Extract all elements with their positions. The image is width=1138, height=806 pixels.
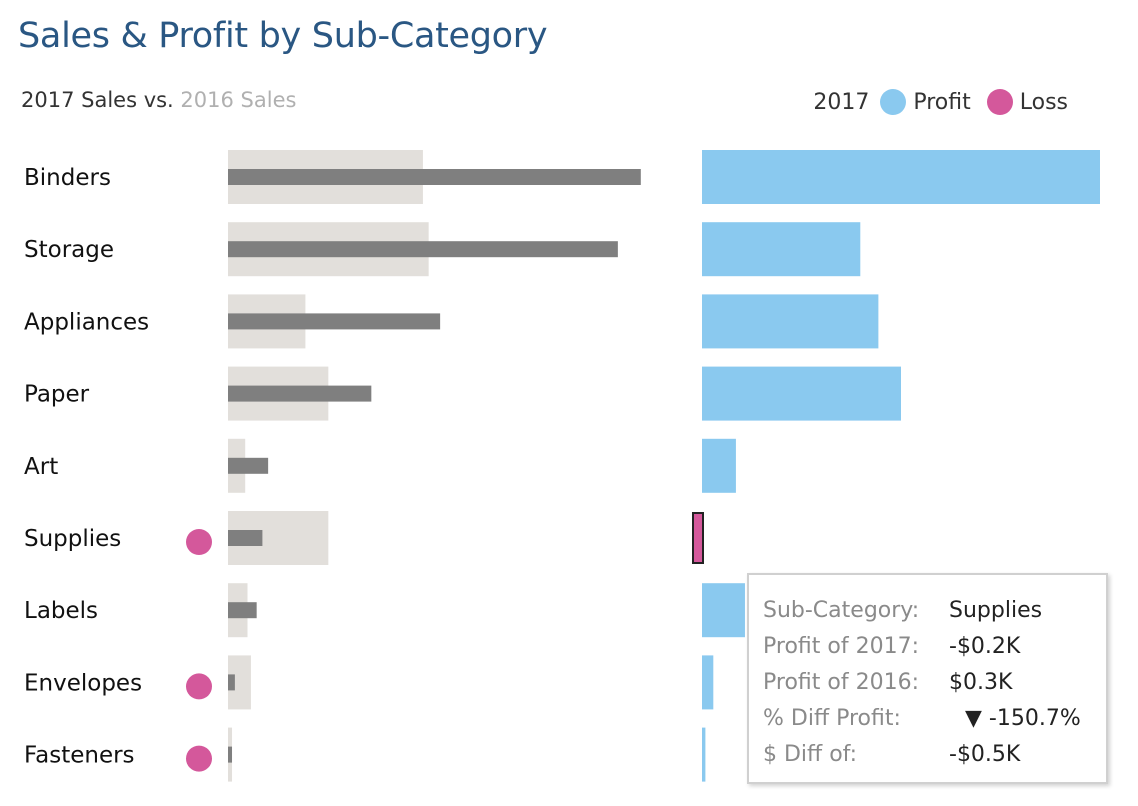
loss-marker-icon [186, 745, 212, 772]
bar-sales-2017 [228, 457, 269, 474]
subtitle-current: 2017 Sales vs. [21, 88, 174, 112]
bar-profit [702, 150, 1100, 204]
tooltip-key: Profit of 2016: [763, 670, 919, 695]
bar-sales-2017 [228, 169, 641, 185]
bar-sales-2017 [228, 385, 372, 402]
tooltip-value: $0.3K [949, 670, 1013, 695]
category-label: Binders [24, 165, 111, 191]
loss-marker-icon [186, 673, 212, 700]
bar-profit [702, 655, 714, 710]
category-label: Envelopes [24, 670, 142, 696]
category-label: Appliances [24, 309, 149, 335]
bar-sales-2017 [228, 241, 618, 258]
bar-profit-loss [692, 512, 704, 564]
legend-loss-label: Loss [1019, 89, 1068, 115]
category-label: Supplies [24, 526, 121, 552]
tooltip-key: $ Diff of: [763, 742, 858, 767]
tooltip-value: -$0.2K [949, 634, 1021, 659]
tooltip: Sub-Category: Supplies Profit of 2017: -… [747, 573, 1108, 784]
bar-profit [702, 222, 861, 277]
tooltip-key: Sub-Category: [763, 598, 920, 623]
bar-profit [702, 583, 745, 638]
bar-sales-2017 [228, 746, 233, 763]
category-label: Labels [24, 598, 98, 624]
category-label: Paper [24, 382, 90, 408]
tooltip-value: -$0.5K [949, 742, 1021, 767]
bar-profit [702, 727, 706, 782]
category-label: Art [24, 454, 58, 480]
bar-profit [702, 294, 879, 349]
bar-sales-2017 [228, 530, 263, 546]
loss-marker-icon [186, 529, 212, 555]
subtitle-previous: 2016 Sales [180, 88, 297, 112]
tooltip-row-dollar-diff: $ Diff of: -$0.5K [763, 737, 1106, 773]
legend: 2017 Profit Loss [813, 89, 1068, 115]
bar-sales-2017 [228, 313, 441, 330]
bar-sales-2017 [228, 602, 257, 619]
legend-year: 2017 [813, 89, 870, 115]
legend-profit-label: Profit [913, 89, 971, 115]
tooltip-key: % Diff Profit: [763, 706, 901, 731]
chart-subtitle: 2017 Sales vs. 2016 Sales [21, 88, 296, 112]
legend-profit-dot-icon [880, 89, 907, 115]
tooltip-row-profit-2017: Profit of 2017: -$0.2K [763, 629, 1106, 665]
category-label: Fasteners [24, 743, 135, 769]
tooltip-row-subcategory: Sub-Category: Supplies [763, 593, 1106, 629]
bar-sales-2016 [228, 655, 251, 710]
tooltip-key: Profit of 2017: [763, 634, 919, 659]
tooltip-row-profit-2016: Profit of 2016: $0.3K [763, 665, 1106, 701]
bar-sales-2017 [228, 674, 235, 691]
tooltip-row-pct-diff: % Diff Profit: ▼ -150.7% [763, 701, 1106, 737]
tooltip-value: ▼ -150.7% [965, 706, 1081, 731]
legend-loss-dot-icon [986, 89, 1013, 115]
chart-title: Sales & Profit by Sub-Category [18, 16, 548, 56]
category-label: Storage [24, 237, 114, 263]
tooltip-value: Supplies [949, 598, 1043, 623]
bar-profit [702, 366, 901, 421]
bar-profit [702, 438, 736, 493]
